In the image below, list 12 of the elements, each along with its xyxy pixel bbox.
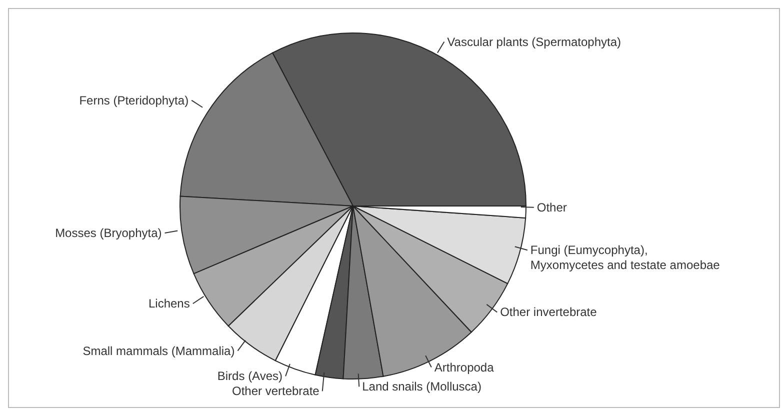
slice-label: Lichens [148, 296, 190, 311]
slice-label: Birds (Aves) [217, 369, 283, 384]
slice-label: Ferns (Pteridophyta) [79, 93, 189, 108]
slice-label: Fungi (Eumycophyta), Myxomycetes and testate amoebae [530, 243, 720, 272]
slice-label: Other invertebrate [500, 305, 598, 320]
slice-label: Mosses (Bryophyta) [55, 226, 162, 240]
slice-label: Other vertebrate [232, 384, 320, 398]
slice-label: Arthropoda [434, 360, 494, 374]
slice-label: Land snails (Mollusca) [362, 380, 482, 394]
slice-label: Other [536, 200, 567, 214]
slice-label: Vascular plants (Spermatophyta) [447, 34, 622, 49]
slice-label: Small mammals (Mammalia) [82, 344, 235, 358]
